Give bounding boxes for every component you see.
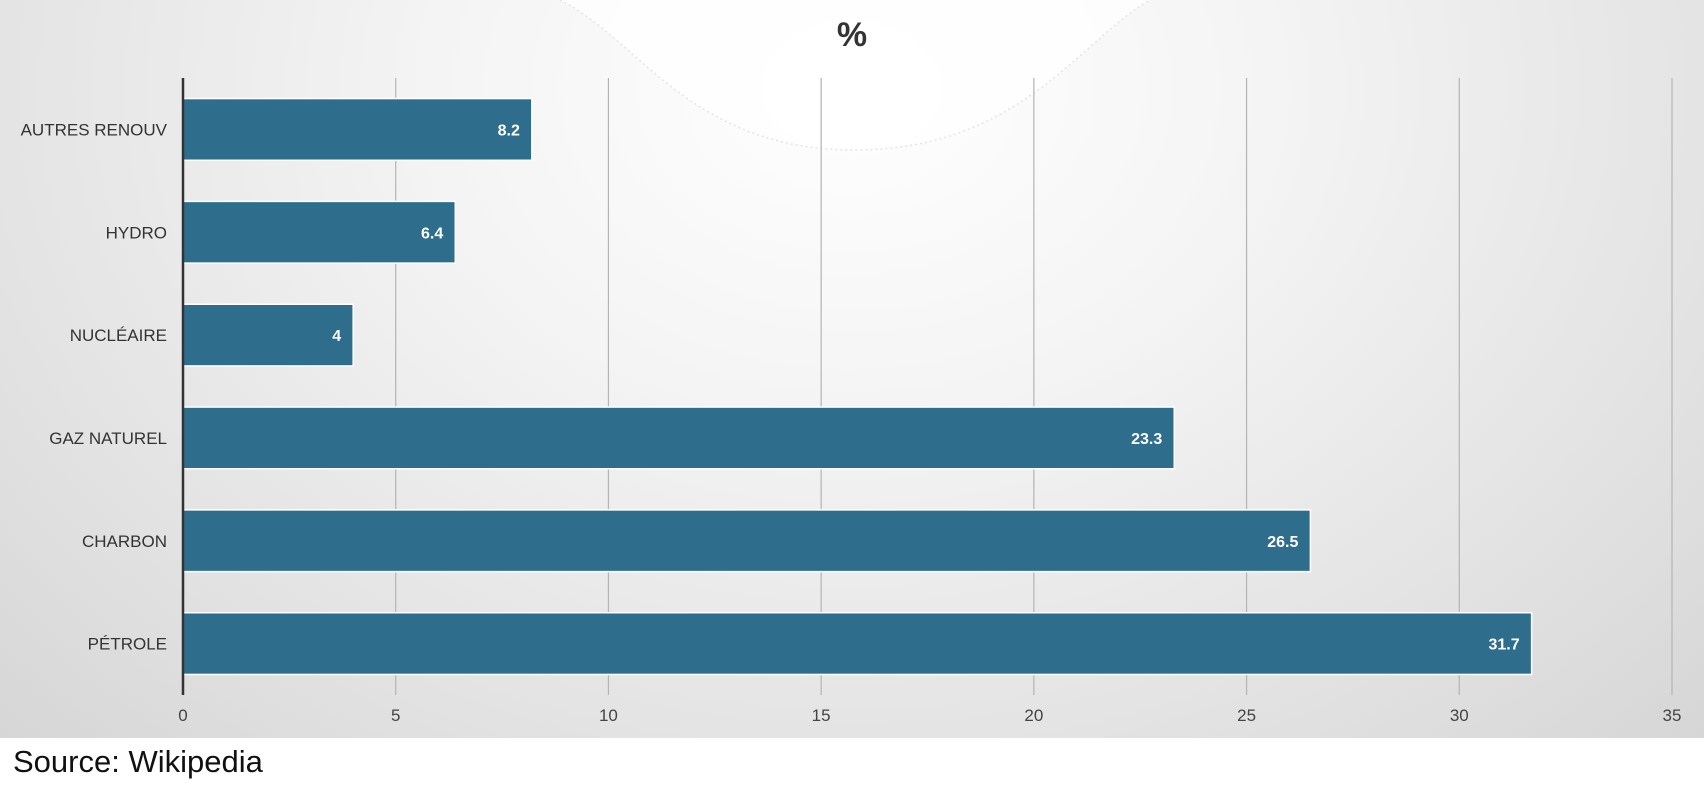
category-label: HYDRO — [106, 223, 167, 242]
x-tick-label: 10 — [599, 706, 618, 725]
x-tick-label: 0 — [178, 706, 187, 725]
source-name: Wikipedia — [128, 744, 263, 779]
category-label: GAZ NATUREL — [49, 429, 167, 448]
bars-layer: 8.2 6.4 4 23.3 26.5 31.7 — [182, 97, 1533, 676]
chart-area: % 8.2 6.4 4 23.3 26.5 31.7 0 5 10 15 20 25 30 35 AUTR… — [0, 0, 1704, 738]
category-label: CHARBON — [82, 532, 167, 551]
x-tick-label: 35 — [1663, 706, 1682, 725]
bar-value-label: 26.5 — [1267, 534, 1298, 551]
grid-layer — [395, 78, 1673, 695]
x-tick-label: 5 — [391, 706, 400, 725]
bar — [182, 303, 354, 367]
background-wave — [560, 0, 1150, 150]
bar — [182, 611, 1533, 676]
bar-value-label: 8.2 — [498, 122, 520, 139]
bar-value-label: 6.4 — [421, 225, 443, 242]
bar — [182, 97, 533, 162]
bar-chart: % 8.2 6.4 4 23.3 26.5 31.7 0 5 10 15 20 25 30 35 AUTR… — [21, 0, 1682, 725]
bar-value-label: 23.3 — [1131, 431, 1162, 448]
x-tick-label: 25 — [1237, 706, 1256, 725]
bar-value-label: 4 — [332, 328, 341, 345]
source-prefix: Source: — [13, 744, 120, 779]
category-label: NUCLÉAIRE — [70, 326, 167, 345]
category-label: AUTRES RENOUV — [21, 120, 168, 139]
x-tick-label: 30 — [1450, 706, 1469, 725]
chart-title: % — [837, 16, 867, 54]
bar — [182, 509, 1312, 573]
bar — [182, 406, 1175, 470]
x-tick-label: 20 — [1024, 706, 1043, 725]
x-tick-label: 15 — [812, 706, 831, 725]
source-credit: Source: Wikipedia — [13, 744, 263, 780]
axis-layer: 0 5 10 15 20 25 30 35 AUTRES RENOUV HYDRO NUCLÉAIR… — [21, 78, 1682, 725]
bar — [182, 200, 457, 264]
category-label: PÉTROLE — [88, 635, 167, 654]
bar-value-label: 31.7 — [1488, 637, 1519, 654]
